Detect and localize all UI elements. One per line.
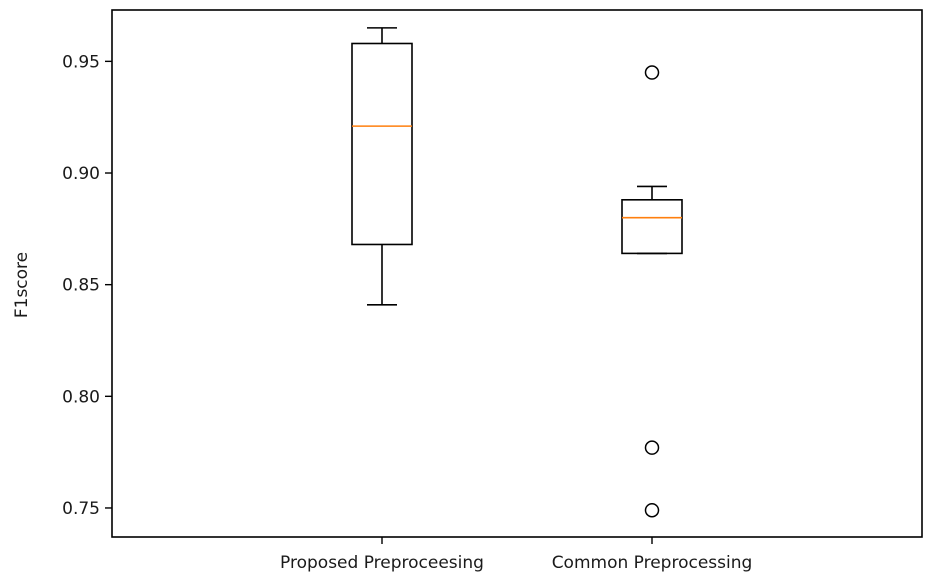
y-axis: 0.75 0.80 0.85 0.90 0.95 (62, 52, 112, 519)
x-axis: Proposed Preproceesing Common Preprocessi… (280, 537, 752, 573)
outlier-point (644, 65, 660, 80)
box-series (351, 27, 683, 518)
box-1 (351, 27, 413, 306)
x-tick-label: Proposed Preproceesing (280, 553, 484, 573)
y-tick-label: 0.80 (62, 387, 100, 407)
outlier-point (644, 440, 660, 455)
y-axis-label: F1score (12, 252, 32, 318)
y-tick-label: 0.85 (62, 276, 100, 296)
iqr-box (351, 42, 413, 246)
y-tick-label: 0.75 (62, 499, 100, 519)
outlier-point (644, 502, 660, 518)
plot-area (111, 9, 923, 538)
y-tick-label: 0.90 (62, 164, 100, 184)
y-tick-label: 0.95 (62, 52, 100, 72)
box-2 (621, 65, 683, 518)
iqr-box (621, 199, 683, 255)
x-tick-label: Common Preprocessing (552, 553, 753, 573)
